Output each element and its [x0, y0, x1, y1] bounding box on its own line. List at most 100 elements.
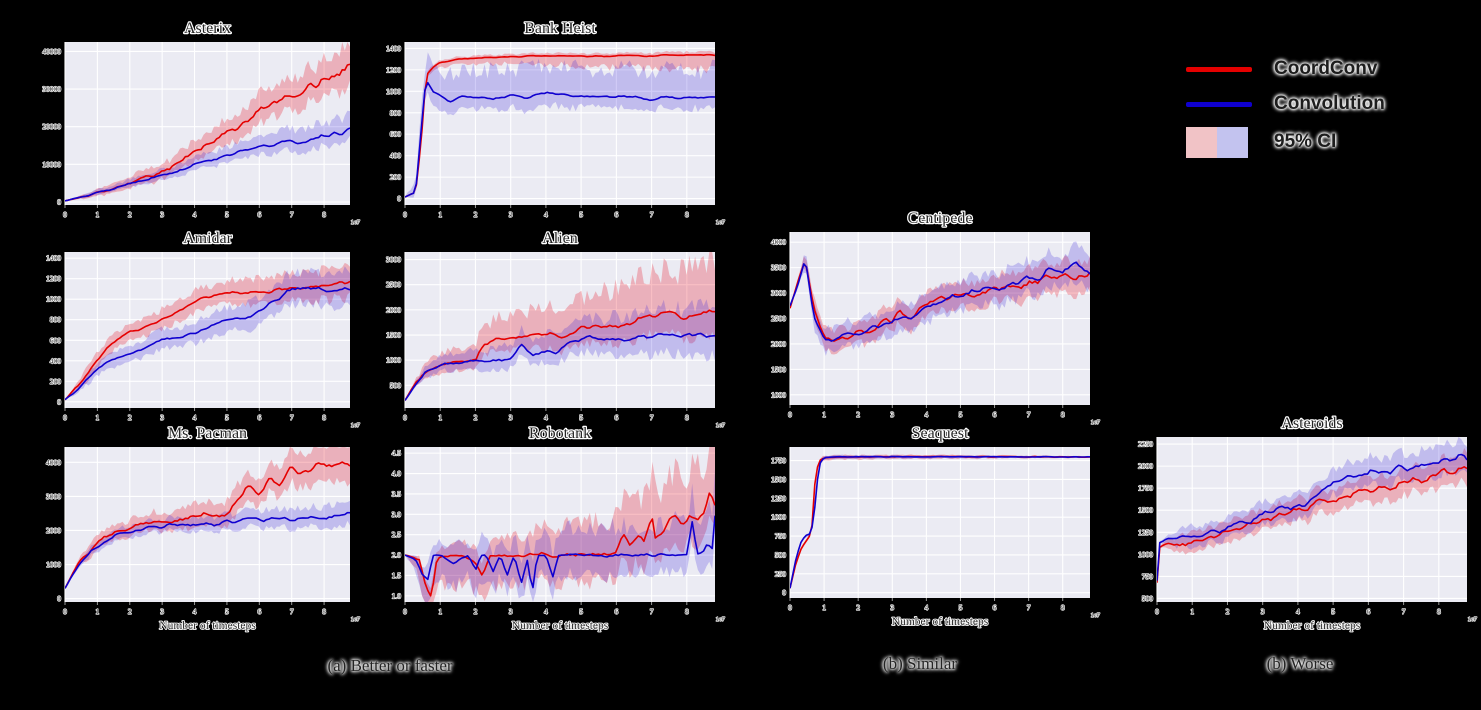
svg-text:200: 200: [390, 173, 402, 182]
chart-ms_pacman: 0 1 2 3 4 5 6 7 8 0 1000 2000 3000 4000 1e7 Ms. Pacman N…: [45, 424, 361, 633]
svg-text:7: 7: [650, 210, 654, 219]
svg-text:3.5: 3.5: [392, 489, 402, 498]
svg-text:4: 4: [193, 607, 197, 616]
svg-text:2500: 2500: [386, 280, 401, 289]
svg-text:5: 5: [959, 603, 963, 612]
legend-item-coordconv: CoordConv: [1186, 56, 1385, 82]
svg-text:1.0: 1.0: [392, 591, 402, 600]
svg-text:5: 5: [959, 410, 963, 419]
svg-text:2.0: 2.0: [392, 551, 402, 560]
svg-text:0: 0: [57, 197, 61, 206]
chart-asterix: 0 1 2 3 4 5 6 7 8 0 10000 20000 30000 40000 1e7 Asterix: [42, 19, 362, 227]
svg-text:1000: 1000: [771, 513, 786, 522]
svg-text:5: 5: [1331, 607, 1335, 616]
svg-text:1000: 1000: [46, 295, 61, 304]
svg-text:0: 0: [788, 410, 792, 419]
svg-text:4000: 4000: [46, 458, 61, 467]
svg-text:3500: 3500: [771, 263, 786, 272]
svg-text:1: 1: [822, 410, 826, 419]
svg-text:3000: 3000: [46, 492, 61, 501]
svg-text:6: 6: [614, 413, 618, 422]
svg-text:7: 7: [1027, 603, 1031, 612]
svg-text:20000: 20000: [42, 122, 61, 131]
svg-text:1000: 1000: [1138, 550, 1153, 559]
svg-text:2: 2: [128, 413, 132, 422]
svg-text:1: 1: [438, 210, 442, 219]
xaxis-label-ms_pacman: Number of timesteps: [159, 620, 256, 632]
svg-text:2: 2: [474, 413, 478, 422]
legend-label-convolution: Convolution: [1274, 93, 1385, 114]
svg-text:1e7: 1e7: [351, 616, 361, 623]
svg-text:0: 0: [1155, 607, 1159, 616]
svg-text:2000: 2000: [386, 305, 401, 314]
svg-text:1200: 1200: [46, 274, 61, 283]
svg-text:1000: 1000: [386, 87, 401, 96]
caption-similar: (b) Similar: [882, 654, 958, 673]
svg-text:5: 5: [579, 210, 583, 219]
chart-title-alien: Alien: [542, 230, 578, 247]
svg-text:5: 5: [225, 607, 229, 616]
coordconv-line-swatch: [1186, 66, 1252, 72]
chart-seaquest: 0 1 2 3 4 5 6 7 8 0 250 500 750 1000 1250 1500 1750 1e7 Se…: [770, 424, 1101, 629]
legend-item-ci: 95% CI: [1186, 126, 1385, 158]
chart-title-amidar: Amidar: [183, 230, 233, 247]
ci-blue-patch: [1217, 126, 1248, 158]
svg-text:3: 3: [1261, 607, 1265, 616]
svg-text:1000: 1000: [386, 356, 401, 365]
svg-text:5: 5: [225, 210, 229, 219]
caption-worse: (b) Worse: [1266, 654, 1334, 673]
svg-text:1e7: 1e7: [716, 219, 726, 226]
svg-text:2: 2: [474, 210, 478, 219]
chart-bank_heist: 0 1 2 3 4 5 6 7 8 0 200 400 600 800 1000 1200 1400 1e7 Ban…: [385, 19, 726, 227]
svg-text:3: 3: [509, 210, 513, 219]
svg-text:1e7: 1e7: [716, 616, 726, 623]
chart-robotank: 0 1 2 3 4 5 6 7 8 1.0 1.5 2.0 2.5 3.0 3.5 4.0 4.5 1e7 Robo…: [391, 424, 726, 633]
svg-text:8: 8: [685, 413, 689, 422]
svg-text:6: 6: [257, 210, 261, 219]
svg-text:3: 3: [509, 607, 513, 616]
svg-text:6: 6: [993, 410, 997, 419]
svg-text:0: 0: [403, 413, 407, 422]
svg-text:0: 0: [788, 603, 792, 612]
svg-text:6: 6: [1366, 607, 1370, 616]
svg-text:0: 0: [63, 607, 67, 616]
svg-text:2: 2: [1226, 607, 1230, 616]
svg-text:400: 400: [390, 151, 402, 160]
svg-text:500: 500: [1142, 594, 1154, 603]
svg-text:1.5: 1.5: [392, 571, 402, 580]
svg-text:4: 4: [544, 413, 548, 422]
svg-text:1: 1: [438, 607, 442, 616]
svg-text:1e7: 1e7: [1468, 616, 1478, 623]
svg-text:1500: 1500: [771, 365, 786, 374]
svg-text:1: 1: [96, 413, 100, 422]
xaxis-label-robotank: Number of timesteps: [512, 620, 609, 632]
svg-text:800: 800: [390, 108, 402, 117]
caption-better-or-faster: (a) Better or faster: [327, 656, 453, 675]
svg-text:3.0: 3.0: [392, 510, 402, 519]
svg-text:2: 2: [474, 607, 478, 616]
svg-text:1250: 1250: [1138, 528, 1153, 537]
xaxis-label-asteroids: Number of timesteps: [1264, 620, 1361, 632]
svg-text:1e7: 1e7: [1091, 612, 1101, 619]
svg-text:3: 3: [890, 603, 894, 612]
svg-text:250: 250: [775, 569, 787, 578]
svg-text:2.5: 2.5: [392, 530, 402, 539]
chart-title-seaquest: Seaquest: [912, 425, 969, 442]
svg-text:4: 4: [193, 413, 197, 422]
chart-centipede: 0 1 2 3 4 5 6 7 8 1000 1500 2000 2500 3000 3500 4000 1e7…: [770, 209, 1101, 427]
svg-text:8: 8: [1061, 410, 1065, 419]
svg-text:2500: 2500: [771, 314, 786, 323]
svg-text:3: 3: [160, 607, 164, 616]
svg-text:7: 7: [650, 413, 654, 422]
svg-text:6: 6: [257, 413, 261, 422]
svg-text:600: 600: [50, 336, 62, 345]
svg-text:8: 8: [322, 210, 326, 219]
svg-text:7: 7: [1402, 607, 1406, 616]
svg-text:2: 2: [856, 410, 860, 419]
svg-text:500: 500: [775, 550, 787, 559]
svg-text:1: 1: [96, 607, 100, 616]
svg-text:800: 800: [50, 315, 62, 324]
svg-text:1: 1: [96, 210, 100, 219]
svg-text:1000: 1000: [771, 390, 786, 399]
chart-title-asterix: Asterix: [184, 20, 231, 37]
